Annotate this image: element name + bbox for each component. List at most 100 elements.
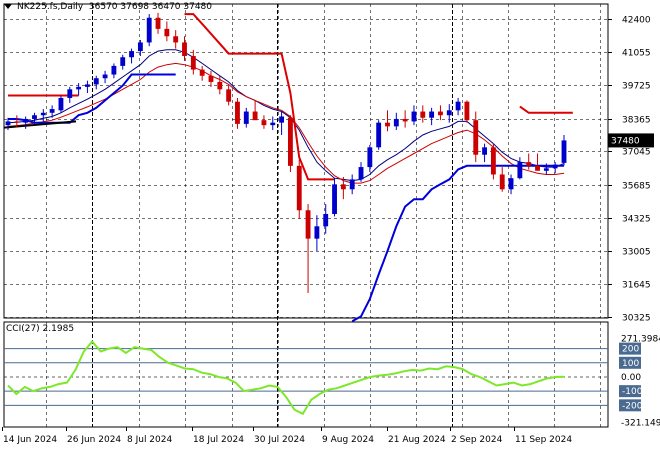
candle-body: [420, 111, 426, 118]
candle-body: [217, 81, 223, 90]
x-axis-tick-label: 14 Jun 2024: [3, 435, 57, 445]
candle-body: [252, 111, 258, 121]
candle-body: [561, 140, 567, 163]
candle: [111, 63, 117, 79]
y-axis-tick-label: 42400: [622, 16, 651, 26]
candle: [332, 178, 337, 217]
candle-body: [499, 174, 505, 190]
series-line-line-fast: [7, 49, 565, 182]
candle-body: [349, 179, 355, 190]
candle: [252, 100, 258, 121]
ohlc-values: 36570 37698 36470 37480: [88, 2, 213, 12]
candle-body: [129, 51, 134, 58]
cci-line: [7, 339, 565, 416]
candle-body: [137, 42, 143, 52]
chart-info-header: NK225.fs,Daily 36570 37698 36470 37480: [17, 2, 212, 12]
candle-body: [340, 184, 346, 190]
candle: [76, 83, 82, 96]
candle-body: [279, 116, 285, 123]
candle: [155, 12, 161, 34]
candle-body: [190, 56, 196, 70]
candle-body: [85, 84, 90, 87]
x-axis-tick-label: 8 Jul 2024: [127, 435, 172, 445]
candle: [535, 153, 540, 171]
y-axis-tick-label: 33005: [622, 248, 651, 258]
candle-body: [411, 111, 417, 122]
candle-body: [111, 65, 117, 75]
collapse-triangle-icon[interactable]: [4, 4, 12, 9]
candle-body: [182, 42, 187, 57]
cci-level-badge: [619, 399, 641, 412]
candle: [517, 157, 523, 180]
candle: [305, 204, 311, 293]
candle: [208, 70, 214, 87]
x-axis-tick-label: 26 Jun 2024: [67, 435, 121, 445]
candle: [402, 110, 408, 128]
candle-body: [508, 178, 514, 190]
candle: [14, 115, 20, 128]
candle: [543, 163, 549, 175]
candle-body: [270, 122, 276, 126]
candle-body: [429, 111, 435, 118]
last-price-box: [608, 133, 654, 148]
cci-level-badge: [619, 356, 641, 369]
candle: [455, 97, 461, 116]
candle-body: [367, 147, 373, 168]
x-axis-tick-label: 21 Aug 2024: [388, 435, 446, 445]
candle-body: [120, 57, 126, 66]
candle-body: [226, 89, 232, 102]
candle-body: [155, 17, 161, 29]
candle: [526, 153, 532, 170]
candle-body: [5, 121, 11, 126]
candle: [226, 85, 232, 106]
y-axis-tick-label: 38365: [622, 116, 651, 126]
cci-y-tick-label: -321.149: [621, 419, 660, 429]
candle-body: [296, 165, 302, 211]
candle-body: [146, 17, 152, 43]
candle: [137, 39, 143, 57]
candle: [490, 143, 496, 180]
x-axis-tick-label: 9 Aug 2024: [322, 435, 374, 445]
cci-y-tick-label: -200: [622, 401, 643, 411]
candle: [235, 97, 240, 129]
last-price-label: 37480: [611, 136, 640, 146]
candle: [270, 116, 276, 131]
candle: [508, 174, 514, 195]
candle: [296, 159, 302, 219]
candle: [164, 21, 170, 42]
candle: [411, 105, 417, 126]
cci-level-badge: [619, 385, 641, 398]
candle: [93, 75, 99, 90]
candle-body: [243, 111, 249, 124]
candle: [182, 36, 187, 61]
candle-body: [543, 168, 549, 171]
cci-y-tick-label: -100: [622, 387, 643, 397]
symbol-label: NK225.fs,Daily: [17, 2, 84, 12]
candle: [58, 95, 64, 113]
main-panel-frame: [3, 3, 609, 319]
candle-body: [23, 118, 29, 123]
y-axis-tick-label: 30325: [622, 314, 651, 324]
candle-body: [235, 101, 240, 124]
candle-body: [490, 147, 496, 175]
candle-body: [464, 101, 470, 121]
candle-body: [164, 28, 170, 37]
cci-panel-frame: [3, 321, 609, 428]
cci-y-tick-label: 271.3984: [621, 335, 660, 345]
candle-body: [332, 184, 337, 214]
candle: [190, 49, 196, 75]
x-axis-tick-label: 18 Jul 2024: [193, 435, 244, 445]
candle: [482, 143, 487, 163]
candle: [102, 70, 108, 84]
candle: [446, 104, 452, 123]
candle-body: [40, 112, 46, 116]
candle: [146, 14, 152, 47]
candle: [561, 135, 567, 166]
candle: [49, 105, 55, 118]
y-axis-tick-label: 35685: [622, 182, 651, 192]
candle-body: [14, 121, 20, 123]
candle-body: [58, 97, 64, 111]
candle: [279, 111, 285, 135]
